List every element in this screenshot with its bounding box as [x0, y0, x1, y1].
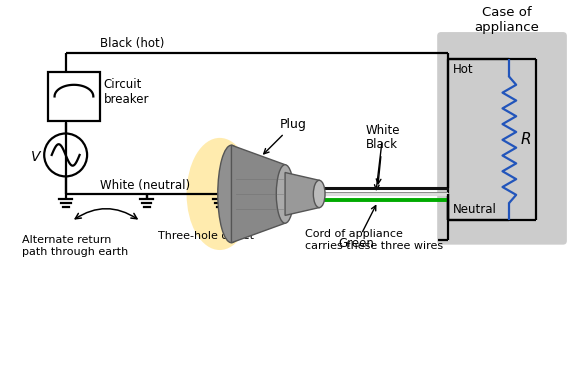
FancyBboxPatch shape [437, 32, 567, 245]
Text: Neutral: Neutral [453, 203, 497, 216]
Ellipse shape [218, 145, 245, 243]
Text: Cord of appliance
carries these three wires: Cord of appliance carries these three wi… [305, 229, 443, 251]
Ellipse shape [186, 138, 253, 250]
Text: Case of
appliance: Case of appliance [474, 6, 539, 34]
Ellipse shape [313, 180, 325, 208]
Ellipse shape [276, 165, 294, 223]
Text: Black: Black [366, 138, 398, 184]
Text: Green: Green [339, 205, 375, 250]
Text: Alternate return
path through earth: Alternate return path through earth [22, 235, 128, 256]
Text: Black (hot): Black (hot) [100, 37, 164, 50]
Text: Circuit
breaker: Circuit breaker [104, 78, 149, 106]
Text: White: White [366, 124, 401, 190]
Text: Plug: Plug [264, 118, 307, 154]
Polygon shape [285, 173, 319, 215]
Text: Hot: Hot [453, 63, 473, 76]
Bar [48, 72, 100, 121]
Text: R: R [521, 132, 532, 147]
Polygon shape [231, 145, 285, 243]
Text: V: V [31, 150, 40, 164]
Text: White (neutral): White (neutral) [100, 179, 190, 192]
Text: Three-hole outlet: Three-hole outlet [158, 231, 254, 241]
